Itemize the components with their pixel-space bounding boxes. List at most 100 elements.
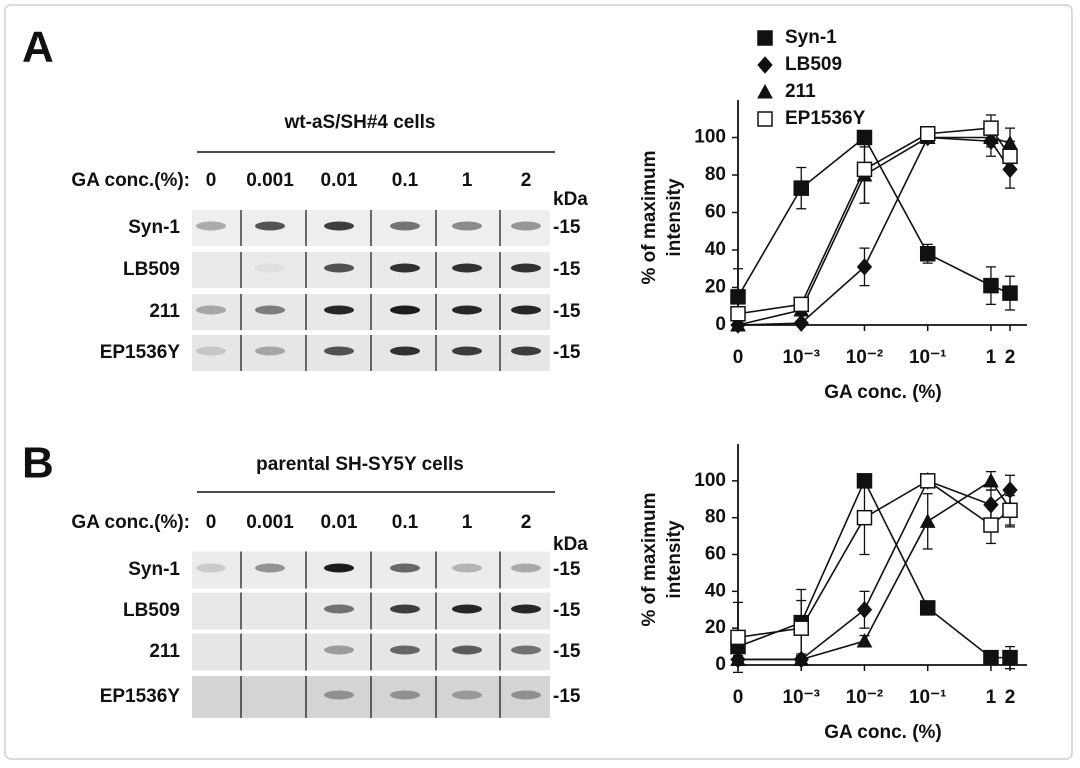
y-tick-label: 80 <box>705 164 726 185</box>
blot-band <box>390 604 420 614</box>
legend-label: EP1536Y <box>785 108 866 129</box>
marker-square <box>793 620 809 636</box>
marker-diamond <box>856 600 873 619</box>
blot-band <box>324 305 354 315</box>
blot-band <box>324 645 354 655</box>
blot-band <box>324 263 354 273</box>
mw-marker: -15 <box>553 686 581 707</box>
marker-square <box>730 289 746 305</box>
blot-band <box>196 346 226 356</box>
blot-band <box>390 690 420 700</box>
blot-band <box>324 563 354 573</box>
marker-square <box>730 306 746 322</box>
blot-band <box>390 346 420 356</box>
legend-label: LB509 <box>785 54 842 75</box>
marker-square <box>793 296 809 313</box>
y-tick-label: 20 <box>705 277 726 298</box>
mw-marker: -15 <box>553 342 581 363</box>
y-axis-label: intensity <box>664 520 685 599</box>
x-tick-label: 10⁻² <box>846 347 884 368</box>
conc-value: 1 <box>462 170 473 191</box>
x-tick-label: 2 <box>1005 347 1016 368</box>
blot-band <box>511 221 541 231</box>
marker-square <box>856 161 873 178</box>
x-tick-label: 1 <box>986 687 997 708</box>
cell-line-title: wt-aS/SH#4 cells <box>283 112 435 133</box>
conc-value: 0.01 <box>321 170 358 191</box>
x-tick-label: 10⁻² <box>846 687 884 708</box>
marker-diamond <box>793 314 809 332</box>
blot-band <box>390 221 420 231</box>
antibody-label: LB509 <box>123 600 180 621</box>
marker-square <box>983 120 999 136</box>
conc-value: 0 <box>206 512 217 533</box>
x-tick-label: 1 <box>986 347 997 368</box>
antibody-label: Syn-1 <box>128 559 180 580</box>
mw-marker: -15 <box>553 641 581 662</box>
conc-value: 0.001 <box>246 512 294 533</box>
panel-label: B <box>22 439 54 488</box>
blot-band <box>452 690 482 700</box>
x-axis-label: GA conc. (%) <box>824 722 942 743</box>
unit-label: kDa <box>553 189 588 210</box>
antibody-label: LB509 <box>123 259 180 280</box>
y-axis-label: % of maximum <box>639 492 660 626</box>
y-tick-label: 80 <box>705 507 726 528</box>
blot-band <box>196 563 226 573</box>
blot-band <box>511 346 541 356</box>
marker-square <box>919 126 936 142</box>
blot-band <box>452 346 482 356</box>
marker-triangle <box>757 83 773 99</box>
marker-square <box>757 111 773 127</box>
y-axis-label: % of maximum <box>639 150 660 284</box>
antibody-label: 211 <box>149 301 180 322</box>
marker-square <box>983 517 999 533</box>
blot-band <box>511 604 541 614</box>
blot-band <box>255 263 285 273</box>
x-tick-label: 2 <box>1005 687 1016 708</box>
blot-band <box>390 263 420 273</box>
x-tick-label: 10⁻³ <box>782 347 820 368</box>
marker-square <box>919 473 936 489</box>
cell-line-title: parental SH-SY5Y cells <box>256 454 464 475</box>
marker-triangle <box>730 316 746 332</box>
blot-band <box>511 563 541 573</box>
marker-triangle <box>730 651 746 666</box>
legend-label: Syn-1 <box>785 27 837 48</box>
marker-square <box>1002 649 1018 666</box>
x-tick-label: 10⁻³ <box>782 687 820 708</box>
blot-band <box>255 346 285 356</box>
marker-square <box>757 30 773 46</box>
y-tick-label: 60 <box>705 544 726 565</box>
conc-value: 0.01 <box>321 512 358 533</box>
blot-band <box>452 604 482 614</box>
antibody-label: EP1536Y <box>100 686 181 707</box>
blot-band <box>452 305 482 315</box>
conc-value: 2 <box>521 170 532 191</box>
conc-value: 0.1 <box>392 512 419 533</box>
mw-marker: -15 <box>553 301 581 322</box>
marker-square <box>983 649 999 666</box>
conc-label: GA conc.(%): <box>71 512 190 533</box>
blot-band <box>196 221 226 231</box>
blot-band <box>255 563 285 573</box>
mw-marker: -15 <box>553 217 581 238</box>
y-tick-label: 100 <box>694 127 726 148</box>
y-tick-label: 60 <box>705 202 726 223</box>
marker-square <box>793 180 809 196</box>
antibody-label: Syn-1 <box>128 217 180 238</box>
y-axis-label: intensity <box>664 178 685 257</box>
marker-triangle <box>983 472 999 488</box>
panel-label: A <box>22 23 54 72</box>
marker-square <box>856 129 873 146</box>
marker-diamond <box>757 56 773 74</box>
marker-diamond <box>856 258 873 276</box>
x-tick-label: 10⁻¹ <box>909 347 947 368</box>
blot-band <box>324 604 354 614</box>
blot-band <box>452 221 482 231</box>
legend-label: 211 <box>785 81 816 102</box>
blot-band <box>390 645 420 655</box>
blot-band <box>511 645 541 655</box>
blot-band <box>511 690 541 700</box>
